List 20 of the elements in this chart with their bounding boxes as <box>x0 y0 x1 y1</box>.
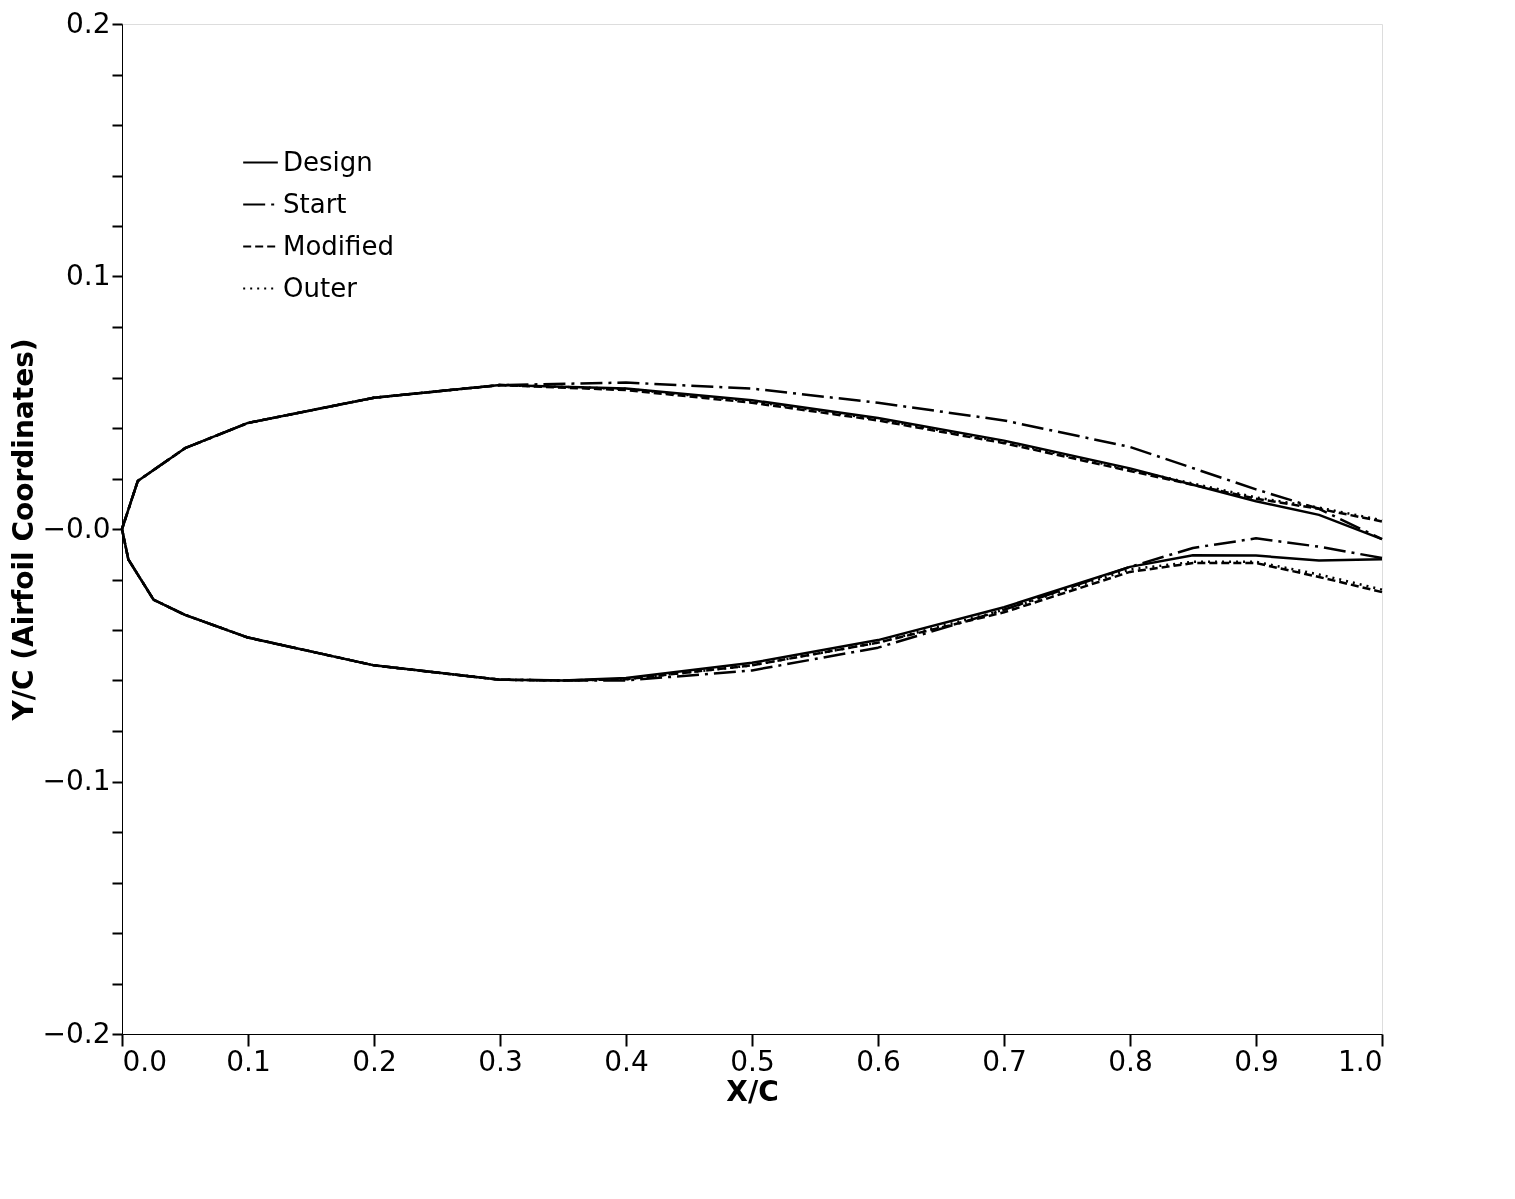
x-tick-label: 0.8 <box>1108 1044 1153 1078</box>
x-tick-label: 0.6 <box>856 1044 901 1078</box>
legend-label: Start <box>283 188 347 219</box>
x-tick-label: 0.3 <box>478 1044 523 1078</box>
y-tick-label: −0.1 <box>42 764 111 797</box>
x-tick-label: 1.0 <box>1337 1044 1383 1078</box>
legend-label: Design <box>283 146 373 177</box>
legend-label: Modified <box>283 230 394 261</box>
y-axis-title: Y/C (Airfoil Coordinates) <box>6 338 40 722</box>
x-tick-label: 0.9 <box>1234 1044 1279 1078</box>
x-tick-label: 0.2 <box>352 1044 397 1078</box>
legend-label: Outer <box>283 272 358 303</box>
y-tick-label: −0.2 <box>42 1016 111 1050</box>
y-tick-label: 0.2 <box>65 6 111 40</box>
y-tick-label: 0.1 <box>65 259 111 292</box>
x-tick-label: 0.7 <box>982 1044 1027 1078</box>
x-tick-label: 0.0 <box>122 1044 168 1078</box>
x-tick-label: 0.4 <box>604 1044 649 1078</box>
x-tick-label: 0.1 <box>226 1044 271 1078</box>
y-tick-label: −0.0 <box>42 511 111 545</box>
